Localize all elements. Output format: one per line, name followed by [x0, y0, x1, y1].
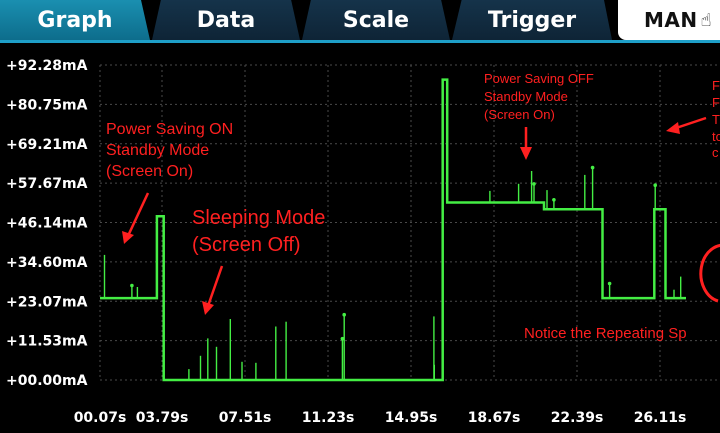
tab-scale[interactable]: Scale [302, 0, 450, 40]
trace-line [100, 78, 686, 382]
y-axis: +92.28mA +80.75mA +69.21mA +57.67mA +46.14mA… [6, 58, 88, 389]
annotation-line: c [712, 145, 719, 160]
trace-point [590, 165, 595, 170]
arrow [675, 116, 707, 130]
arrow-head [202, 301, 214, 315]
x-tick-label: 22.39s [551, 410, 604, 426]
trace-point [552, 198, 556, 202]
tab-data-label: Data [196, 7, 256, 33]
annotation-sleeping-mode: Sleeping Mode (Screen Off) [192, 207, 325, 315]
annotation-line: (Screen On) [106, 163, 193, 180]
y-tick-label: +23.07mA [6, 294, 88, 310]
annotation-line: F [712, 78, 720, 93]
tab-underline [0, 40, 720, 43]
annotation-repeating: Notice the Repeating Sp [524, 244, 720, 342]
tab-bar: Graph Data Scale Trigger MAN ☝ [0, 0, 720, 43]
trace-point [342, 312, 347, 317]
annotation-line: Power Saving OFF [484, 71, 594, 86]
annotation-line: (Screen On) [484, 107, 555, 122]
annotation-line: Standby Mode [484, 89, 568, 104]
tab-graph-label: Graph [37, 7, 113, 33]
trace-point [532, 182, 536, 186]
y-tick-label: +34.60mA [6, 255, 88, 271]
arrow [126, 192, 150, 237]
mode-label: MAN [644, 8, 698, 32]
x-tick-label: 11.23s [302, 410, 355, 426]
trace-point [653, 183, 657, 187]
annotation-power-saving-off: Power Saving OFF Standby Mode (Screen On… [484, 71, 594, 160]
tab-scale-label: Scale [342, 7, 410, 33]
arrow-head [122, 231, 134, 244]
y-tick-label: +00.00mA [6, 373, 88, 389]
tab-graph[interactable]: Graph [0, 0, 150, 40]
y-tick-label: +92.28mA [6, 58, 88, 74]
arrow-head [666, 122, 680, 134]
graph-plot[interactable]: +92.28mA +80.75mA +69.21mA +57.67mA +46.14mA… [0, 43, 720, 433]
x-tick-label: 00.07s [74, 410, 127, 426]
y-tick-label: +57.67mA [6, 176, 88, 192]
tab-trigger-label: Trigger [487, 7, 577, 33]
arrow-head [520, 147, 532, 160]
highlight-circle [699, 244, 720, 303]
annotation-line: T [712, 112, 720, 127]
annotation-line: Notice the Repeating Sp [524, 325, 687, 342]
x-tick-label: 14.95s [385, 410, 438, 426]
annotation-power-saving-on: Power Saving ON Standby Mode (Screen On) [106, 121, 233, 244]
trace-point [340, 336, 345, 341]
arrow [206, 265, 224, 307]
annotation-line: Power Saving ON [106, 121, 233, 138]
annotation-line: to [712, 129, 720, 144]
x-tick-label: 03.79s [136, 410, 189, 426]
grid [99, 64, 720, 381]
annotation-line: Sleeping Mode [192, 207, 325, 229]
hand-pointer-icon: ☝ [700, 9, 713, 31]
mode-button[interactable]: MAN ☝ [618, 0, 720, 40]
x-tick-label: 07.51s [219, 410, 272, 426]
y-tick-label: +80.75mA [6, 97, 88, 113]
trace-point [607, 281, 612, 286]
x-tick-label: 26.11s [634, 410, 687, 426]
trace-point [130, 283, 134, 288]
annotation-line: Standby Mode [106, 142, 209, 159]
y-tick-label: +11.53mA [6, 334, 88, 350]
current-trace [100, 78, 686, 382]
tab-trigger[interactable]: Trigger [452, 0, 612, 40]
annotation-line: (Screen Off) [192, 234, 301, 256]
y-tick-label: +46.14mA [6, 216, 88, 232]
tab-data[interactable]: Data [152, 0, 300, 40]
annotation-line: F [712, 95, 720, 110]
x-tick-label: 18.67s [468, 410, 521, 426]
annotation-cut-off: F F T to c [666, 78, 720, 160]
y-tick-label: +69.21mA [6, 137, 88, 153]
x-axis: 00.07s 03.79s 07.51s 11.23s 14.95s 18.67s 22.3… [74, 410, 687, 426]
